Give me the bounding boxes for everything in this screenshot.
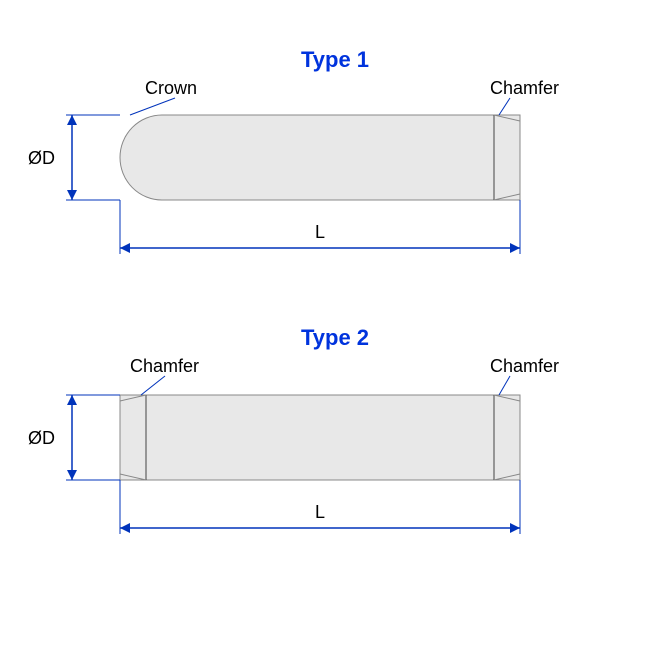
type2-dim-D: ØD: [28, 428, 55, 449]
type2-right-label: Chamfer: [490, 356, 559, 377]
type1-right-label: Chamfer: [490, 78, 559, 99]
type1-title: Type 1: [235, 47, 435, 73]
type2-dim-L: L: [220, 502, 420, 523]
type2-left-label: Chamfer: [130, 356, 199, 377]
type1-dim-D: ØD: [28, 148, 55, 169]
type2-title: Type 2: [235, 325, 435, 351]
type1-left-label: Crown: [145, 78, 197, 99]
type1-dim-L: L: [220, 222, 420, 243]
